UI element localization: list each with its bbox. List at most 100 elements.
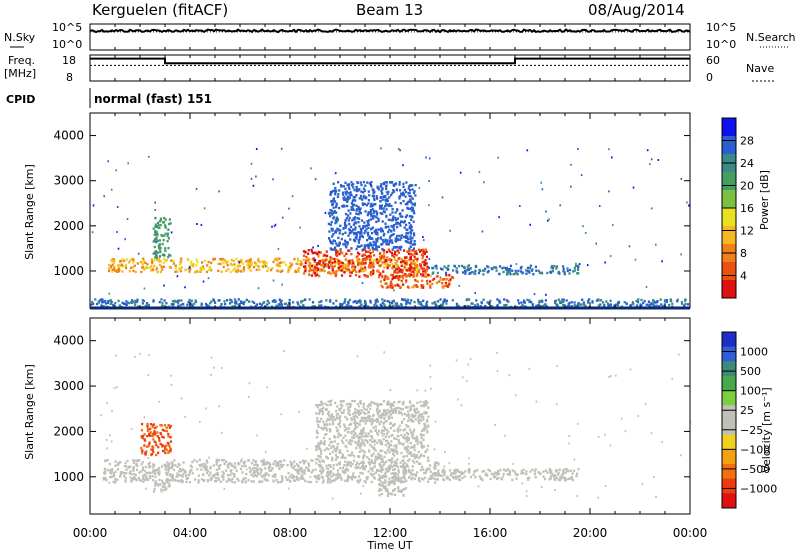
velocity-cell (113, 474, 116, 477)
velocity-cell (446, 475, 449, 479)
power-cell (313, 266, 316, 270)
power-cell (323, 266, 325, 269)
power-cell (391, 219, 394, 222)
power-cell (155, 268, 158, 271)
power-cell (517, 269, 520, 273)
power-cell (362, 196, 365, 199)
power-cell (347, 301, 350, 304)
velocity-cell (434, 420, 437, 423)
power-cell (373, 198, 376, 202)
power-cell (391, 191, 394, 195)
power-cell (371, 208, 374, 211)
power-cell (172, 259, 175, 263)
power-cell (687, 303, 690, 306)
velocity-cell (129, 470, 132, 473)
velocity-cell (343, 423, 346, 426)
velocity-cell (436, 461, 439, 465)
velocity-cell (319, 465, 322, 468)
power-cell (100, 298, 103, 301)
velocity-cell (375, 417, 379, 421)
velocity-cell (233, 474, 236, 477)
power-cell (262, 301, 265, 305)
velocity-cell (137, 476, 140, 480)
power-cell (521, 304, 524, 307)
power-cell (529, 223, 531, 226)
power-cell (336, 195, 339, 199)
noise-panel-frame (89, 23, 691, 51)
power-cell (253, 301, 256, 304)
velocity-cell (141, 468, 145, 472)
power-cell (350, 252, 353, 256)
velocity-cell (399, 465, 402, 468)
velocity-cell (508, 471, 512, 474)
velocity-cell (133, 477, 136, 480)
power-cell (405, 223, 408, 227)
velocity-cell (182, 461, 185, 464)
power-cell (340, 237, 343, 241)
power-cell (603, 303, 606, 307)
power-cell (109, 299, 112, 302)
velocity-cell (384, 485, 387, 488)
power-cell (407, 298, 410, 301)
velocity-cell (661, 441, 663, 443)
power-cell (353, 268, 356, 272)
power-cell (469, 267, 472, 270)
velocity-cell (378, 410, 381, 414)
velocity-cell (641, 483, 644, 486)
velocity-cell (132, 467, 135, 470)
velocity-cell (383, 351, 385, 354)
power-cell (354, 216, 357, 219)
power-cell (220, 270, 223, 273)
beam-title: Beam 13 (356, 1, 423, 19)
power-cell (381, 238, 384, 242)
velocity-cell (637, 415, 640, 417)
power-cell (357, 241, 360, 244)
power-cell (229, 270, 232, 274)
power-cell (595, 242, 598, 245)
velocity-cell (267, 474, 270, 477)
power-cell (368, 182, 371, 185)
power-cell (156, 251, 159, 254)
power-cell (163, 299, 166, 302)
velocity-cell (393, 437, 396, 440)
power-cell (374, 299, 377, 302)
power-cell (388, 250, 391, 253)
velocity-cell (554, 488, 556, 491)
power-cell (311, 251, 314, 255)
power-cell (232, 269, 235, 272)
power-cell (394, 284, 397, 287)
power-cell (668, 303, 671, 307)
velocity-cell (217, 466, 221, 469)
power-cell (405, 280, 408, 284)
velocity-cell (123, 472, 126, 475)
velocity-cell (436, 474, 439, 477)
velocity-cell (391, 452, 395, 456)
power-cell (369, 272, 372, 275)
power-cell (401, 277, 404, 280)
power-cell (164, 224, 167, 227)
power-cell (493, 266, 496, 269)
velocity-cell (170, 374, 172, 377)
power-cell (370, 218, 373, 221)
power-cell (139, 260, 142, 264)
power-cell (280, 261, 283, 264)
power-cell (164, 232, 167, 235)
power-cell (303, 298, 306, 301)
power-cell (394, 182, 398, 185)
velocity-cell (260, 468, 263, 472)
power-cell (413, 212, 416, 215)
power-cell (538, 271, 541, 275)
power-cell (538, 301, 541, 304)
velocity-cell (419, 433, 422, 436)
velocity-cell (339, 415, 342, 418)
velocity-cell (148, 443, 151, 446)
power-cell (340, 303, 344, 307)
power-cell (394, 271, 397, 274)
velocity-cell (401, 403, 404, 406)
power-cell (134, 270, 137, 274)
power-cell (331, 268, 334, 272)
velocity-cell (443, 469, 446, 472)
power-cell (429, 284, 432, 287)
velocity-cell (360, 492, 362, 495)
velocity-cell (148, 474, 151, 478)
